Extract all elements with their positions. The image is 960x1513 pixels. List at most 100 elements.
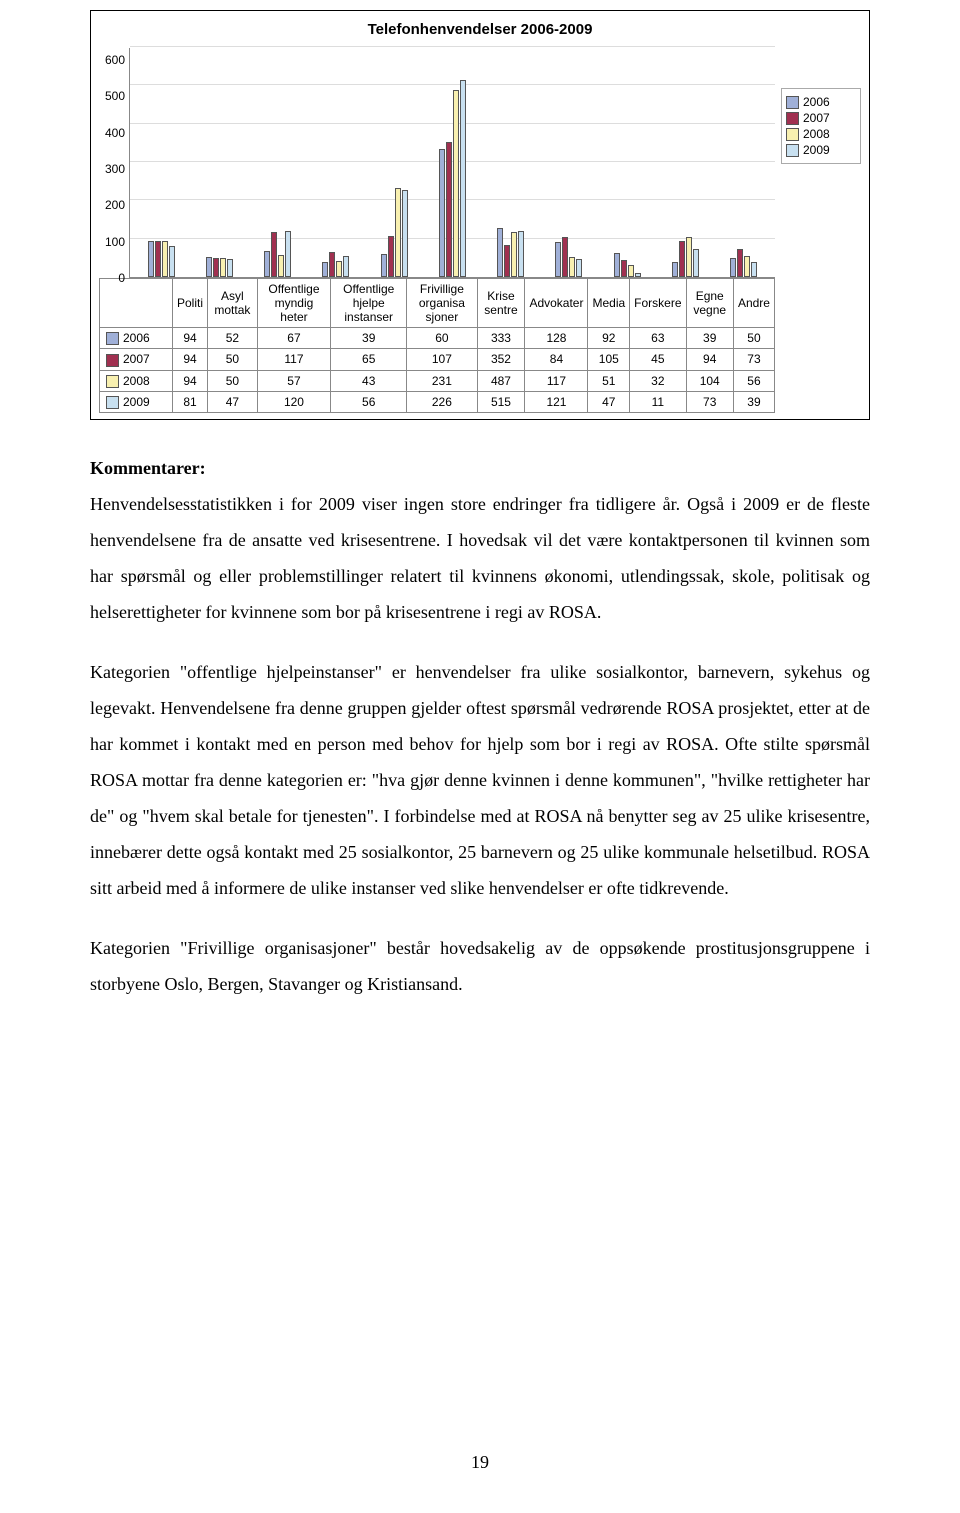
plot-wrap: 6005004003002001000: [99, 48, 775, 278]
table-cell: 487: [477, 370, 525, 391]
legend-label: 2006: [803, 95, 830, 109]
table-cell: 92: [588, 328, 630, 349]
table-cell: 94: [173, 349, 208, 370]
y-axis: 6005004003002001000: [99, 48, 129, 278]
bar: [614, 253, 620, 277]
table-row: 200794501176510735284105459473: [100, 349, 775, 370]
row-swatch: [106, 354, 119, 367]
bar-group: [132, 241, 190, 277]
bar: [679, 241, 685, 277]
table-col-header: Politi: [173, 279, 208, 328]
bar: [220, 258, 226, 277]
legend-swatch: [786, 144, 799, 157]
table-cell: 43: [331, 370, 407, 391]
table-cell: 81: [173, 391, 208, 412]
y-tick: 500: [99, 90, 125, 102]
page-number: 19: [0, 1452, 960, 1473]
y-tick: 400: [99, 127, 125, 139]
table-cell: 84: [525, 349, 588, 370]
table-cell: 56: [331, 391, 407, 412]
table-cell: 39: [733, 391, 774, 412]
table-col-header: Forskere: [630, 279, 686, 328]
bar: [518, 231, 524, 277]
table-cell: 231: [407, 370, 477, 391]
chart-title: Telefonhenvendelser 2006-2009: [99, 21, 861, 38]
table-row-header: 2006: [100, 328, 173, 349]
table-col-header: Egne vegne: [686, 279, 733, 328]
table-cell: 56: [733, 370, 774, 391]
chart-container: Telefonhenvendelser 2006-2009 600 500 400 3…: [90, 10, 870, 420]
table-cell: 39: [331, 328, 407, 349]
bar: [460, 80, 466, 277]
table-cell: 50: [208, 349, 258, 370]
row-swatch: [106, 375, 119, 388]
bar: [395, 188, 401, 277]
bar: [730, 258, 736, 277]
table-cell: 11: [630, 391, 686, 412]
table-cell: 352: [477, 349, 525, 370]
table-col-header: Andre: [733, 279, 774, 328]
table-col-header: Offentlige myndig heter: [257, 279, 330, 328]
y-tick: 200: [99, 199, 125, 211]
bar: [635, 273, 641, 277]
bar: [504, 245, 510, 277]
bar: [169, 246, 175, 277]
y-tick: 600: [99, 54, 125, 66]
bar-group: [656, 237, 714, 277]
row-swatch: [106, 396, 119, 409]
bar: [213, 258, 219, 277]
table-cell: 94: [173, 370, 208, 391]
bar: [672, 262, 678, 277]
table-cell: 51: [588, 370, 630, 391]
table-cell: 73: [733, 349, 774, 370]
paragraph-3: Kategorien "Frivillige organisasjoner" b…: [90, 930, 870, 1002]
table-cell: 60: [407, 328, 477, 349]
bar: [162, 241, 168, 277]
bar: [388, 236, 394, 277]
bar: [155, 241, 161, 277]
table-cell: 57: [257, 370, 330, 391]
bar-group: [540, 237, 598, 277]
bar: [285, 231, 291, 277]
table-cell: 104: [686, 370, 733, 391]
y-tick: 100: [99, 236, 125, 248]
bar: [569, 257, 575, 277]
table-cell: 117: [257, 349, 330, 370]
table-cell: 67: [257, 328, 330, 349]
table-cell: 515: [477, 391, 525, 412]
table-cell: 128: [525, 328, 588, 349]
table-row: 200894505743231487117513210456: [100, 370, 775, 391]
table-cell: 333: [477, 328, 525, 349]
bar: [148, 241, 154, 277]
table-cell: 47: [208, 391, 258, 412]
legend: 2006200720082009: [781, 88, 861, 164]
table-cell: 120: [257, 391, 330, 412]
data-table: PolitiAsyl mottakOffentlige myndig heter…: [99, 278, 775, 413]
page: Telefonhenvendelser 2006-2009 600 500 400 3…: [0, 10, 960, 1513]
table-row-header: 2008: [100, 370, 173, 391]
table-cell: 94: [173, 328, 208, 349]
y-tick: 300: [99, 163, 125, 175]
paragraph-2: Kategorien "offentlige hjelpeinstanser" …: [90, 654, 870, 906]
legend-swatch: [786, 96, 799, 109]
bar: [576, 259, 582, 277]
table-cell: 52: [208, 328, 258, 349]
table-cell: 94: [686, 349, 733, 370]
bar: [402, 190, 408, 277]
legend-swatch: [786, 128, 799, 141]
bar: [381, 254, 387, 277]
legend-label: 2008: [803, 127, 830, 141]
bar: [439, 149, 445, 277]
bar: [497, 228, 503, 277]
table-col-header: Offentlige hjelpe instanser: [331, 279, 407, 328]
bar: [555, 242, 561, 277]
bar: [737, 249, 743, 277]
table-row-header: 2009: [100, 391, 173, 412]
bar: [227, 259, 233, 277]
table-row: 2006945267396033312892633950: [100, 328, 775, 349]
table-cell: 63: [630, 328, 686, 349]
bar: [628, 265, 634, 277]
bar: [329, 252, 335, 277]
table-cell: 121: [525, 391, 588, 412]
bar-group: [598, 253, 656, 277]
